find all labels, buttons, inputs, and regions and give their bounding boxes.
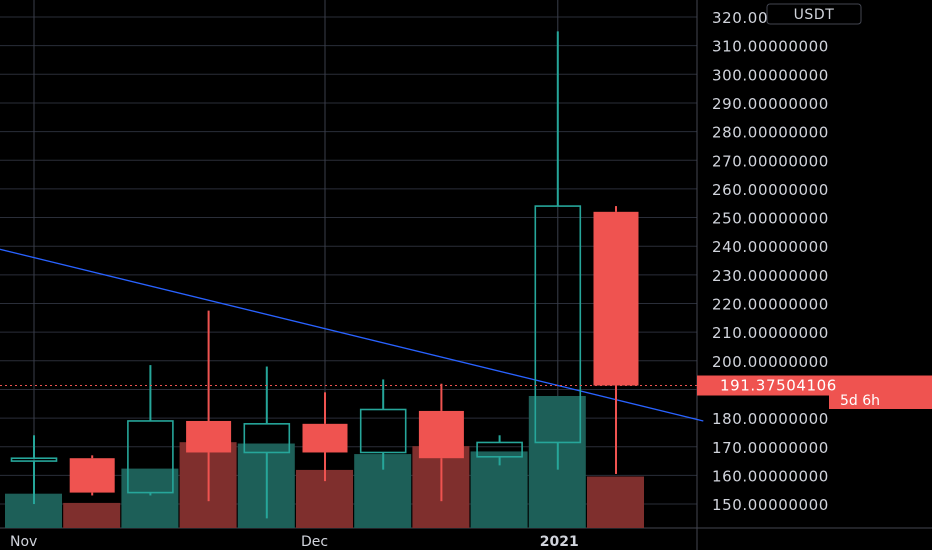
candle-body [359, 408, 407, 454]
candles [10, 31, 639, 519]
price-axis-label: 280.00000000 [712, 124, 829, 142]
price-axis-label: 170.00000000 [712, 439, 829, 457]
volume-bar [587, 476, 644, 528]
currency-badge[interactable]: USDT [766, 3, 862, 25]
trendline-drawing[interactable] [0, 248, 704, 422]
price-axis-label: 220.00000000 [712, 296, 829, 314]
candle[interactable] [359, 379, 407, 470]
candle-body [418, 410, 464, 459]
candle-body [302, 423, 348, 453]
volume-bars [5, 396, 644, 528]
candle-body [534, 205, 582, 444]
candle[interactable] [127, 365, 174, 496]
price-axis-label: 290.00000000 [712, 95, 829, 113]
time-axis-label: Dec [301, 534, 328, 550]
candle[interactable] [243, 366, 291, 519]
currency-badge-box [766, 3, 862, 25]
candle[interactable] [418, 383, 464, 502]
price-axis-label: 160.00000000 [712, 467, 829, 485]
candle-body [10, 457, 58, 462]
candle[interactable] [69, 455, 115, 496]
time-axis-label: Nov [10, 534, 37, 550]
last-price-badge: 191.37504106 [697, 375, 932, 396]
price-axis-label: 260.00000000 [712, 181, 829, 199]
candle-body [243, 423, 291, 454]
currency-label: USDT [794, 7, 835, 23]
countdown-badge: 5d 6h [829, 392, 932, 409]
price-axis-label: 150.00000000 [712, 496, 829, 514]
price-axis-label: 240.00000000 [712, 238, 829, 256]
price-axis-label: 180.00000000 [712, 410, 829, 428]
last-price-label: 191.37504106 [720, 377, 837, 395]
last-price-badge-box [697, 375, 932, 396]
price-axis-label: 210.00000000 [712, 324, 829, 342]
price-axis-label: 200.00000000 [712, 353, 829, 371]
candle[interactable] [593, 206, 639, 474]
time-axis-label: 2021 [540, 534, 579, 550]
candle[interactable] [10, 435, 58, 505]
candle[interactable] [186, 310, 232, 502]
candle-body [476, 441, 523, 458]
candle-body [593, 211, 639, 386]
volume-bar [63, 502, 121, 528]
candle-body [127, 420, 174, 494]
price-axis-label: 250.00000000 [712, 210, 829, 228]
candle[interactable] [534, 31, 582, 470]
price-axis-label: 230.00000000 [712, 267, 829, 285]
price-axis-label: 300.00000000 [712, 66, 829, 84]
price-axis-label: 310.00000000 [712, 38, 829, 56]
trendline[interactable] [0, 248, 704, 422]
countdown-badge-box [829, 392, 932, 409]
volume-bar [121, 468, 179, 528]
candle[interactable] [302, 392, 348, 482]
price-axis-label: 270.00000000 [712, 152, 829, 170]
candle-body [69, 458, 115, 493]
countdown-label: 5d 6h [840, 393, 880, 409]
candle-body [186, 420, 232, 453]
candle[interactable] [476, 435, 523, 466]
